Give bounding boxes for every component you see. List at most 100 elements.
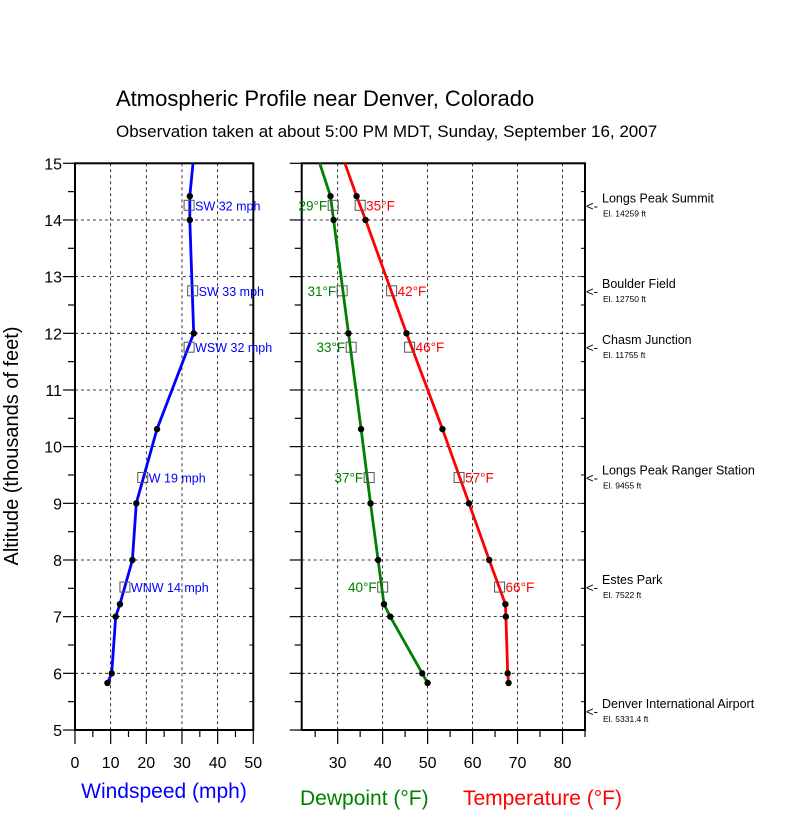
chart-subtitle: Observation taken at about 5:00 PM MDT, …: [116, 122, 657, 141]
x-tick-label: 0: [71, 755, 80, 772]
station-name: Estes Park: [602, 573, 663, 587]
y-tick-label: 8: [53, 553, 62, 570]
dewpoint-point: [387, 613, 394, 620]
wind-label-box: [119, 581, 131, 593]
temperature-label: 35°F: [366, 198, 395, 213]
windspeed-point: [186, 192, 194, 200]
x-axis-label-temperature: Temperature (°F): [463, 787, 622, 810]
y-tick-label: 5: [53, 723, 62, 740]
y-tick-label: 12: [44, 326, 62, 343]
dewpoint-point: [357, 425, 365, 433]
temperature-label-box: [386, 285, 398, 297]
temperature-label-box: [494, 581, 506, 593]
wind-label: WSW 32 mph: [195, 341, 272, 355]
x-tick-label: 60: [464, 755, 482, 772]
temperature-point: [362, 216, 369, 224]
y-tick-label: 14: [44, 213, 62, 230]
x-axis-label-windspeed: Windspeed (mph): [81, 780, 247, 803]
dewpoint-label: 37°F: [334, 471, 363, 486]
wind-label: SW 33 mph: [199, 285, 264, 299]
dewpoint-point: [424, 679, 431, 687]
dewpoint-point: [380, 600, 388, 608]
y-tick-label: 10: [44, 440, 62, 457]
dewpoint-label-box: [336, 285, 348, 297]
station-arrow: <-: [586, 340, 598, 355]
temperature-label-box: [354, 199, 366, 211]
x-tick-label: 30: [173, 755, 191, 772]
station-elevation: El. 12750 ft: [603, 294, 647, 304]
station-name: Denver International Airport: [602, 697, 755, 711]
temperature-label-box: [453, 472, 465, 484]
station-name: Chasm Junction: [602, 333, 692, 347]
dewpoint-label-box: [377, 581, 389, 593]
y-tick-label: 11: [45, 383, 62, 400]
windspeed-point: [116, 600, 124, 608]
temperature-point: [486, 556, 493, 564]
x-axis-label-dewpoint: Dewpoint (°F): [300, 787, 429, 810]
temperature-point: [505, 679, 512, 687]
dewpoint-label-box: [327, 199, 339, 211]
station-arrow: <-: [586, 198, 598, 213]
dewpoint-label: 33°F: [316, 340, 345, 355]
temperature-point: [353, 192, 360, 200]
x-tick-label: 80: [554, 755, 572, 772]
x-tick-label: 10: [102, 755, 120, 772]
dewpoint-label-box: [345, 341, 357, 353]
y-tick-label: 7: [53, 610, 62, 627]
dewpoint-label: 29°F: [299, 198, 328, 213]
windspeed-point: [153, 425, 161, 433]
plot-frame: [74, 162, 255, 732]
temperature-label: 57°F: [465, 471, 494, 486]
wind-label-box: [183, 199, 195, 211]
temperature-point: [502, 613, 510, 620]
x-tick-label: 40: [374, 755, 392, 772]
windspeed-point: [129, 556, 136, 564]
station-elevation: El. 7522 ft: [603, 590, 642, 600]
x-tick-label: 40: [209, 755, 227, 772]
x-tick-label: 70: [509, 755, 527, 772]
windspeed-point: [112, 613, 119, 620]
dewpoint-point: [327, 192, 334, 200]
windspeed-point: [190, 330, 197, 337]
temperature-label: 66°F: [506, 580, 535, 595]
temperature-point: [504, 670, 511, 677]
dewpoint-label: 31°F: [307, 284, 336, 299]
wind-label-box: [137, 472, 149, 484]
station-arrow: <-: [586, 284, 598, 299]
windspeed-point: [133, 500, 140, 507]
temperature-label: 46°F: [416, 340, 445, 355]
y-axis-label: Altitude (thousands of feet): [1, 326, 23, 565]
wind-label-box: [187, 285, 199, 297]
station-elevation: El. 11755 ft: [603, 350, 646, 360]
dewpoint-point: [345, 330, 352, 337]
temperature-line: [343, 162, 510, 684]
station-arrow: <-: [586, 704, 598, 719]
y-tick-label: 13: [44, 270, 62, 287]
temperature-point: [465, 500, 473, 507]
dewpoint-point: [419, 670, 426, 677]
y-tick-label: 9: [53, 496, 62, 513]
temperature-point: [403, 330, 410, 337]
dewpoint-point: [330, 216, 337, 224]
wind-label-box: [183, 341, 195, 353]
station-arrow: <-: [586, 471, 598, 486]
station-elevation: El. 9455 ft: [603, 481, 642, 491]
station-name: Longs Peak Ranger Station: [602, 464, 755, 478]
station-arrow: <-: [586, 580, 598, 595]
station-name: Boulder Field: [602, 277, 676, 291]
temperature-point: [502, 600, 509, 608]
dewpoint-point: [374, 556, 382, 564]
windspeed-point: [186, 216, 194, 224]
chart-title: Atmospheric Profile near Denver, Colorad…: [116, 86, 534, 111]
y-tick-label: 6: [53, 666, 62, 683]
dewpoint-point: [367, 500, 374, 507]
station-elevation: El. 5331.4 ft: [603, 714, 649, 724]
temperature-point: [439, 425, 446, 433]
temperature-label: 42°F: [398, 284, 427, 299]
wind-label: WNW 14 mph: [131, 581, 209, 595]
temperature-label-box: [404, 341, 416, 353]
windspeed-point: [108, 670, 115, 677]
station-elevation: El. 14259 ft: [603, 208, 647, 218]
dewpoint-label: 40°F: [348, 580, 377, 595]
